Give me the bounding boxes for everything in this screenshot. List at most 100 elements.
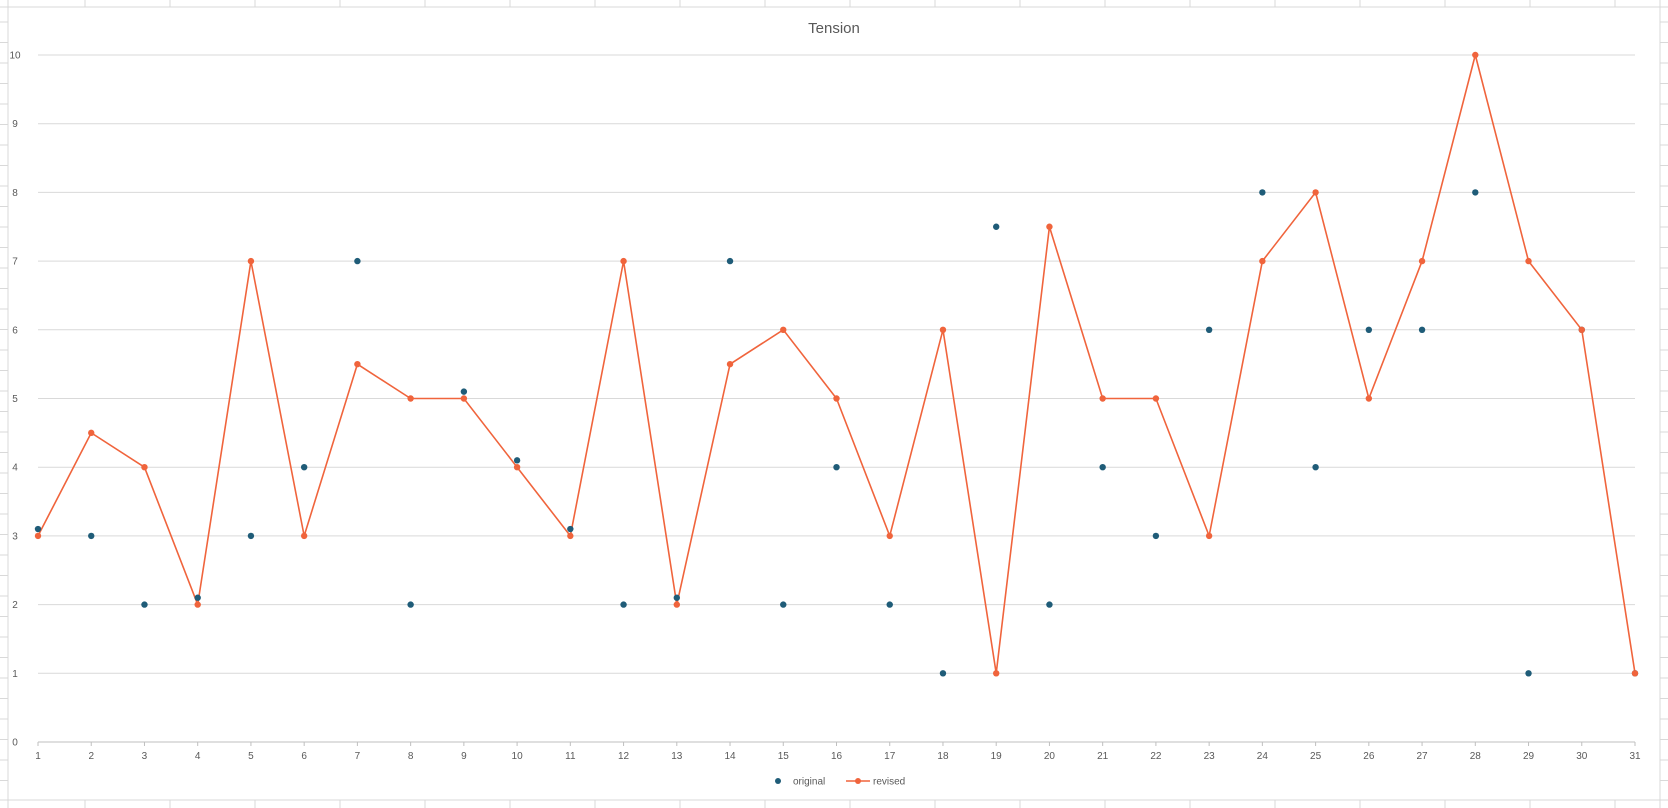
revised-point [993,670,1000,677]
original-point [993,223,1000,230]
original-point [673,594,680,601]
x-tick-label: 21 [1097,751,1109,762]
original-point [620,601,627,608]
revised-point [1525,257,1532,265]
y-tick-label: 4 [12,463,18,474]
revised-point [34,532,42,540]
x-tick-label: 24 [1257,751,1269,762]
revised-point [939,326,947,333]
x-tick-label: 5 [248,751,254,762]
legend-revised-marker [855,778,861,784]
original-point [141,601,148,608]
revised-point [460,395,468,402]
revised-point [1205,532,1213,540]
revised-point [1631,670,1639,677]
revised-point [780,326,787,333]
revised-point [1152,395,1160,402]
x-tick-label: 23 [1204,751,1216,762]
original-point [833,464,840,471]
original-point [1418,326,1426,333]
y-tick-label: 0 [12,738,18,749]
original-point [88,532,95,540]
revised-point [673,601,680,608]
series-layer [34,51,1639,677]
original-point [247,532,255,540]
revised-point [726,360,734,368]
x-tick-label: 25 [1310,751,1322,762]
x-tick-label: 18 [937,751,949,762]
y-tick-label: 10 [9,51,21,62]
x-tick-label: 4 [195,751,201,762]
x-tick-label: 2 [88,751,94,762]
x-tick-label: 28 [1470,751,1482,762]
x-tick-label: 27 [1417,751,1429,762]
revised-point [1259,257,1266,265]
original-point [300,464,308,471]
x-tick-label: 8 [408,751,414,762]
x-tick-label: 29 [1523,751,1535,762]
legend-original-marker [775,778,781,784]
revised-point [513,464,521,471]
legend-revised-label: revised [873,777,905,788]
revised-point [1418,257,1426,265]
x-tick-label: 16 [831,751,843,762]
original-point [1312,464,1319,471]
x-tick-label: 26 [1363,751,1375,762]
y-tick-label: 6 [12,325,18,336]
x-tick-label: 12 [618,751,630,762]
original-point [1046,601,1053,608]
original-point [513,457,521,464]
revised-point [1365,395,1373,402]
original-point [407,601,414,608]
y-tick-label: 5 [12,394,18,405]
original-point [886,601,893,608]
revised-point [88,429,95,437]
y-axis-tick-labels: 0 1 2 3 4 5 6 7 8 9 10 [9,51,21,749]
revised-point [1312,189,1319,196]
x-tick-label: 7 [355,751,361,762]
revised-point [407,395,414,402]
original-point [567,525,574,533]
revised-point [567,532,574,540]
original-point [726,257,734,265]
original-point [1365,326,1373,333]
x-tick-label: 15 [778,751,790,762]
x-tick-label: 31 [1629,751,1641,762]
y-tick-label: 8 [12,188,18,199]
x-tick-label: 17 [884,751,896,762]
x-tick-label: 14 [724,751,736,762]
x-tick-label: 19 [991,751,1003,762]
original-point [1099,464,1106,471]
revised-point [300,532,308,540]
x-tick-label: 20 [1044,751,1056,762]
legend-original-label: original [793,777,825,788]
x-tick-label: 30 [1576,751,1588,762]
original-point [354,257,361,265]
original-point [194,594,201,601]
original-point [1152,532,1160,540]
x-tick-label: 6 [301,751,307,762]
revised-point [620,257,627,265]
chart-title: Tension [808,20,860,37]
revised-point [886,532,893,540]
original-point [780,601,787,608]
revised-point [1046,223,1053,230]
original-point [1205,326,1213,333]
original-point [34,525,42,533]
y-tick-label: 7 [12,257,18,268]
original-point [1525,670,1532,677]
revised-series-line [37,51,1636,674]
revised-point [194,601,201,608]
y-tick-label: 1 [12,669,18,680]
revised-point [354,360,361,368]
revised-point [1472,51,1479,59]
x-tick-label: 9 [461,751,467,762]
original-point [939,670,947,677]
original-point [1259,189,1266,196]
original-point [460,388,468,395]
revised-point [247,257,255,265]
legend: original revised [775,777,905,788]
x-tick-label: 13 [671,751,683,762]
x-tick-label: 11 [565,751,576,762]
